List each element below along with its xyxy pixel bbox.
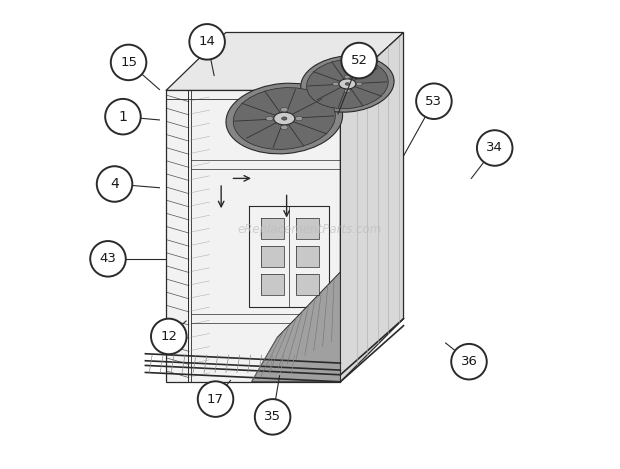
Polygon shape	[166, 91, 340, 382]
Ellipse shape	[345, 75, 350, 79]
Text: 43: 43	[100, 252, 117, 265]
Ellipse shape	[233, 88, 335, 150]
Circle shape	[91, 241, 126, 277]
Circle shape	[342, 43, 377, 78]
Circle shape	[151, 318, 187, 354]
Bar	[296, 218, 319, 239]
Ellipse shape	[345, 89, 350, 93]
Ellipse shape	[274, 112, 294, 125]
Polygon shape	[340, 32, 404, 382]
Ellipse shape	[281, 125, 288, 129]
Text: 1: 1	[118, 110, 127, 124]
Circle shape	[189, 24, 225, 60]
Ellipse shape	[307, 59, 388, 109]
Ellipse shape	[281, 117, 287, 120]
Circle shape	[416, 83, 452, 119]
Polygon shape	[166, 32, 404, 91]
Circle shape	[451, 344, 487, 379]
Bar	[296, 246, 319, 267]
Circle shape	[97, 166, 132, 202]
Ellipse shape	[356, 82, 362, 86]
Text: eReplacementParts.com: eReplacementParts.com	[238, 223, 382, 236]
Circle shape	[477, 130, 513, 166]
Ellipse shape	[226, 83, 343, 154]
Circle shape	[255, 399, 290, 435]
Text: 35: 35	[264, 410, 281, 424]
Text: 34: 34	[486, 142, 503, 154]
Text: 4: 4	[110, 177, 119, 191]
Bar	[261, 218, 285, 239]
Ellipse shape	[266, 116, 273, 121]
Text: 52: 52	[350, 54, 368, 67]
Circle shape	[198, 381, 233, 417]
Polygon shape	[252, 272, 340, 382]
Text: 15: 15	[120, 56, 137, 69]
Bar	[261, 246, 285, 267]
Ellipse shape	[339, 79, 356, 89]
Ellipse shape	[301, 56, 394, 112]
Ellipse shape	[333, 82, 339, 86]
Bar	[261, 274, 285, 295]
Circle shape	[105, 99, 141, 135]
Text: 17: 17	[207, 393, 224, 406]
Text: 36: 36	[461, 355, 477, 368]
Ellipse shape	[281, 107, 288, 112]
Circle shape	[111, 45, 146, 80]
Ellipse shape	[295, 116, 303, 121]
Bar	[296, 274, 319, 295]
Text: 12: 12	[161, 330, 177, 343]
Text: 53: 53	[425, 95, 443, 108]
Ellipse shape	[345, 83, 350, 85]
Text: 14: 14	[198, 35, 216, 48]
